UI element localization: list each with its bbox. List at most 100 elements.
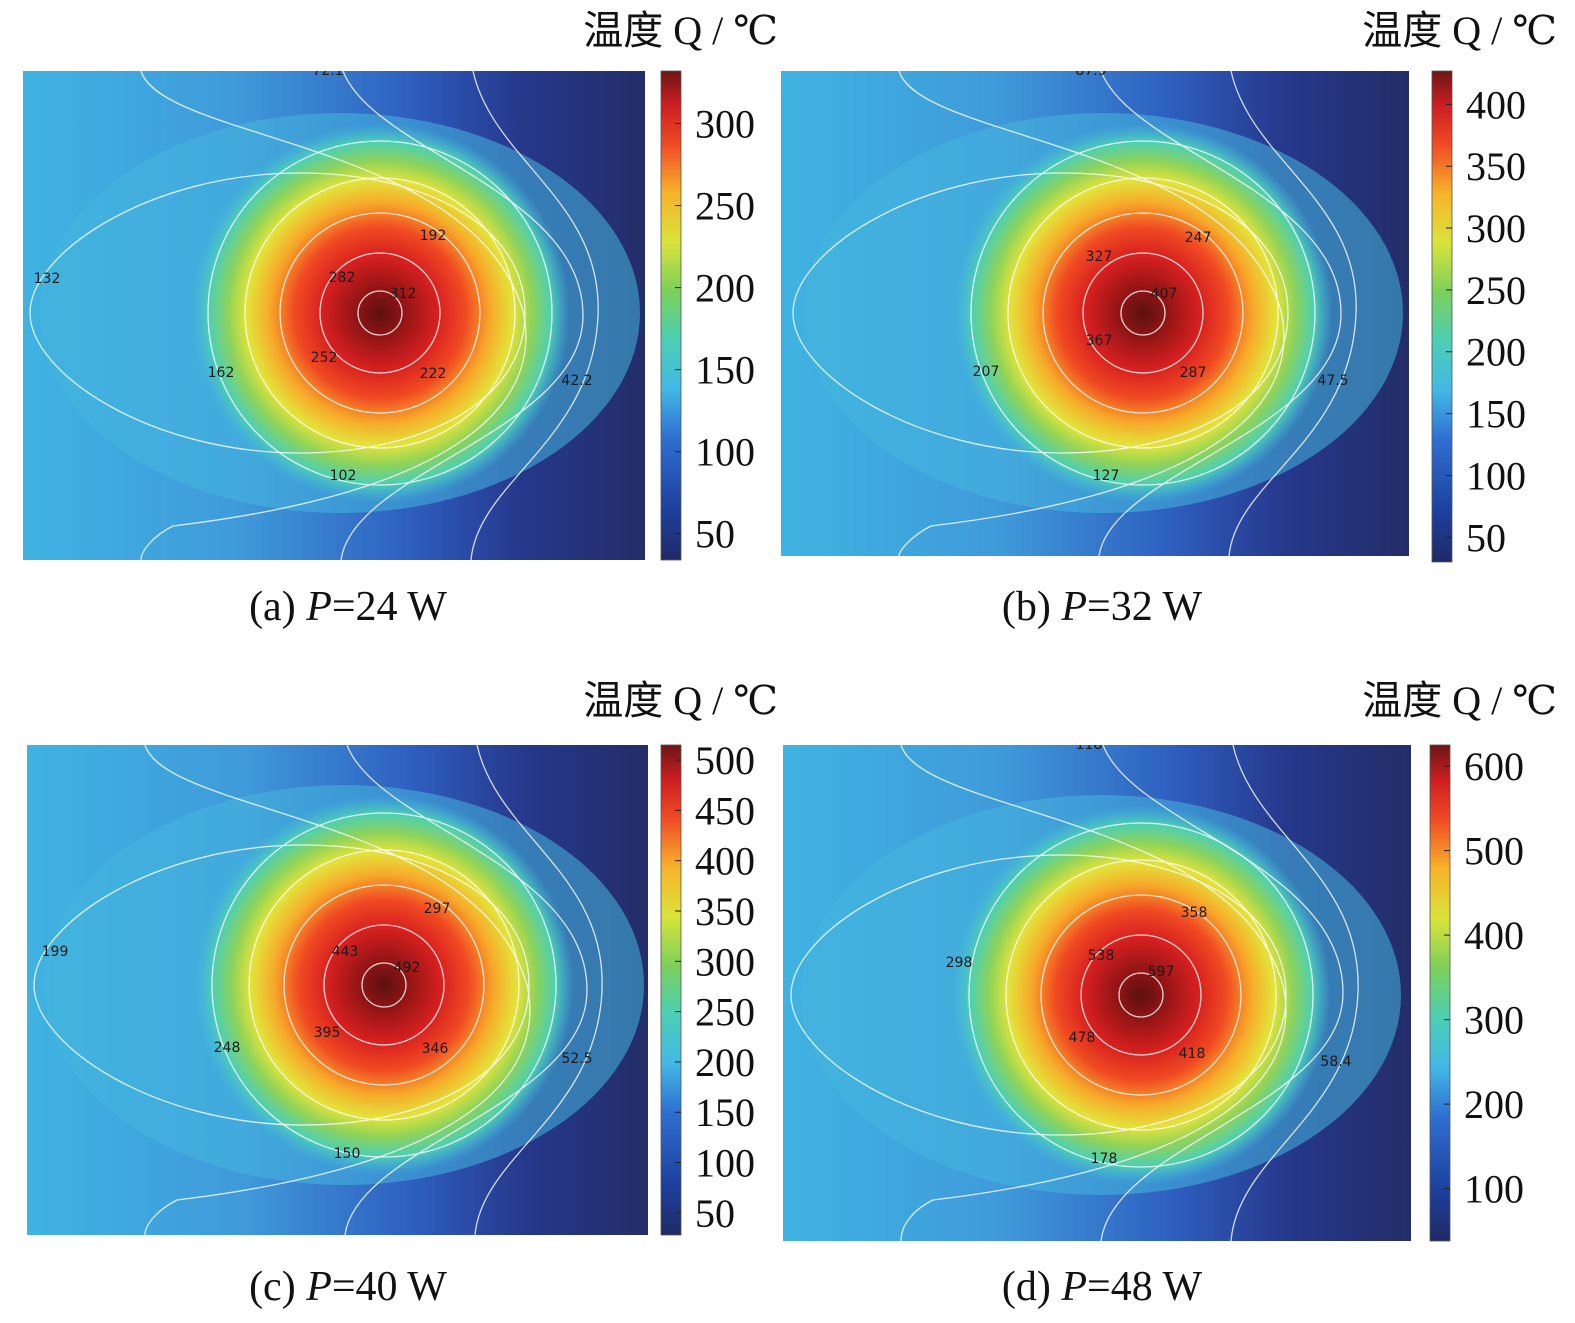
colorbar bbox=[1429, 744, 1451, 1242]
contour-lines bbox=[33, 745, 603, 1235]
colorbar bbox=[660, 744, 682, 1236]
contour-label: 58.4 bbox=[1320, 1054, 1351, 1070]
contour-outer-3 bbox=[470, 71, 599, 560]
contour-loop bbox=[792, 172, 1289, 454]
colorbar-tick-label: 100 bbox=[1466, 453, 1526, 498]
contour-labels: 118 298 358 538 597 478 418 58.4 178 bbox=[946, 737, 1352, 1167]
contour-label: 52.5 bbox=[561, 1051, 592, 1067]
colorbar-tick-label: 150 bbox=[1466, 392, 1526, 437]
contour-label: 42.2 bbox=[561, 373, 592, 389]
colorbar-title: 温度 Q / ℃ bbox=[583, 678, 778, 723]
contour-lines bbox=[790, 745, 1359, 1241]
colorbar-tick-label: 300 bbox=[1464, 998, 1524, 1043]
contour-ring bbox=[1082, 252, 1204, 374]
contour-label: 327 bbox=[1086, 249, 1113, 265]
contour-ring bbox=[357, 290, 403, 336]
contour-label: 358 bbox=[1181, 905, 1208, 921]
contour-outer-2 bbox=[344, 745, 588, 1235]
caption-variable: P bbox=[305, 1264, 332, 1310]
contour-label: 47.5 bbox=[1317, 373, 1348, 389]
hot-spot bbox=[194, 795, 574, 1175]
panel-c: 199 297 443 492 395 248 346 52.5 150 50 100 150 200 2… bbox=[27, 678, 778, 1310]
caption-prefix: (d) bbox=[1002, 1264, 1061, 1310]
contour-label: 178 bbox=[1091, 1151, 1118, 1167]
colorbar-title: 温度 Q / ℃ bbox=[1362, 678, 1557, 723]
contour-ring bbox=[283, 884, 485, 1086]
contour-label: 443 bbox=[332, 944, 359, 960]
contour-outer-2 bbox=[1098, 71, 1342, 556]
contour-label: 395 bbox=[314, 1025, 341, 1041]
contour-ring bbox=[323, 924, 445, 1046]
contour-label: 87.9 bbox=[1075, 63, 1106, 79]
colorbar-tick-label: 200 bbox=[1466, 330, 1526, 375]
caption-variable: P bbox=[305, 584, 332, 630]
panel-caption: (c) P=40 W bbox=[249, 1264, 447, 1310]
contour-outer-2 bbox=[340, 71, 584, 560]
contour-label: 207 bbox=[973, 364, 1000, 380]
colorbar-tick-label: 400 bbox=[1464, 913, 1524, 958]
hot-spot bbox=[953, 123, 1333, 503]
panel-caption: (d) P=48 W bbox=[1002, 1264, 1203, 1310]
colorbar-title: 温度 Q / ℃ bbox=[583, 8, 778, 53]
panel-caption: (b) P=32 W bbox=[1002, 584, 1203, 630]
contour-label: 298 bbox=[946, 955, 973, 971]
contour-label: 199 bbox=[42, 944, 69, 960]
caption-prefix: (a) bbox=[249, 584, 306, 630]
contour-ring bbox=[1080, 934, 1202, 1056]
colorbar-tick-label: 100 bbox=[695, 1141, 755, 1186]
contour-loop bbox=[33, 844, 530, 1126]
colorbar bbox=[1431, 70, 1453, 563]
colorbar-tick-label: 300 bbox=[695, 939, 755, 984]
contour-ring bbox=[1118, 972, 1164, 1018]
colorbar-tick-label: 500 bbox=[1464, 829, 1524, 874]
contour-ring bbox=[361, 962, 407, 1008]
contour-label: 407 bbox=[1151, 286, 1178, 302]
contour-label: 118 bbox=[1076, 737, 1103, 753]
contour-label: 297 bbox=[424, 901, 451, 917]
contour-label: 222 bbox=[420, 366, 447, 382]
contour-loop bbox=[790, 854, 1287, 1136]
contour-label: 538 bbox=[1088, 948, 1115, 964]
colorbar-tick-label: 150 bbox=[695, 1090, 755, 1135]
contour-label: 247 bbox=[1185, 230, 1212, 246]
contour-label: 597 bbox=[1148, 964, 1175, 980]
contour-label: 252 bbox=[311, 350, 338, 366]
caption-variable: P bbox=[1060, 584, 1087, 630]
contour-ring bbox=[279, 212, 481, 414]
contour-loop bbox=[29, 172, 526, 454]
heatmap-plot: 199 297 443 492 395 248 346 52.5 150 bbox=[27, 745, 648, 1235]
colorbar-tick-label: 300 bbox=[695, 102, 755, 147]
contour-outer-1 bbox=[140, 71, 527, 560]
contour-label: 478 bbox=[1069, 1030, 1096, 1046]
colorbar bbox=[660, 70, 682, 561]
contour-outer-3 bbox=[1228, 71, 1357, 556]
contour-labels: 87.9 247 327 407 367 207 287 47.5 127 bbox=[973, 63, 1349, 484]
colorbar-tick-label: 250 bbox=[695, 990, 755, 1035]
colorbar-tick-label: 350 bbox=[1466, 144, 1526, 189]
contour-outer-3 bbox=[474, 745, 603, 1235]
colorbar-tick-label: 400 bbox=[695, 839, 755, 884]
contour-label: 132 bbox=[34, 271, 61, 287]
colorbar-tick-label: 450 bbox=[695, 788, 755, 833]
colorbar-tick-label: 150 bbox=[695, 348, 755, 393]
caption-suffix: =40 W bbox=[332, 1264, 447, 1310]
colorbar-tick-label: 350 bbox=[695, 889, 755, 934]
contour-outer-3 bbox=[1230, 745, 1359, 1241]
contour-ring bbox=[1040, 894, 1242, 1096]
heatmap-plot: 72.1 132 192 282 312 252 162 222 42.2 102 bbox=[23, 71, 645, 560]
caption-suffix: =24 W bbox=[332, 584, 447, 630]
contour-label: 102 bbox=[330, 468, 357, 484]
contour-lines bbox=[29, 71, 599, 560]
contour-ring bbox=[211, 812, 557, 1158]
contour-outer-2 bbox=[1100, 745, 1344, 1241]
colorbar-tick-label: 200 bbox=[1464, 1082, 1524, 1127]
colorbar-tick-label: 250 bbox=[695, 184, 755, 229]
contour-label: 312 bbox=[390, 286, 417, 302]
contour-label: 162 bbox=[208, 365, 235, 381]
colorbar-tick-label: 500 bbox=[695, 738, 755, 783]
contour-label: 248 bbox=[214, 1040, 241, 1056]
panel-d: 118 298 358 538 597 478 418 58.4 178 100 200 300 400… bbox=[783, 678, 1557, 1310]
colorbar-tick-label: 50 bbox=[1466, 515, 1506, 560]
contour-lines bbox=[792, 71, 1357, 556]
